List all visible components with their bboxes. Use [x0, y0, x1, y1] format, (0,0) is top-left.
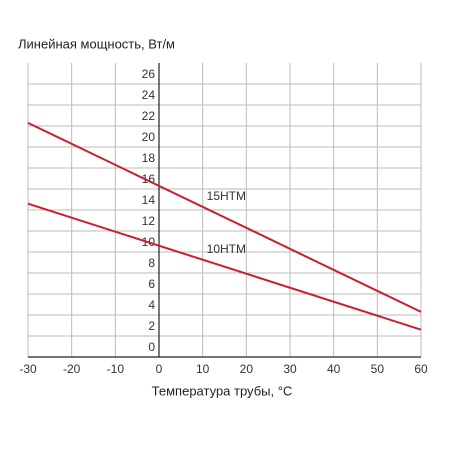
series-label: 15HTM: [207, 189, 246, 203]
x-tick-label: -10: [107, 362, 125, 376]
x-tick-label: 60: [414, 362, 428, 376]
y-tick-label: 4: [148, 298, 155, 312]
y-tick-label: 26: [142, 67, 156, 81]
y-tick-label: 0: [148, 340, 155, 354]
x-tick-label: 50: [371, 362, 385, 376]
x-tick-label: 0: [156, 362, 163, 376]
line: [27, 202, 422, 331]
y-tick-label: 24: [142, 88, 156, 102]
y-tick-label: 12: [142, 214, 156, 228]
y-tick-label: 6: [148, 277, 155, 291]
y-tick-label: 18: [142, 151, 156, 165]
x-tick-label: 40: [327, 362, 341, 376]
series-label: 10HTM: [207, 242, 246, 256]
x-tick-label: 10: [196, 362, 210, 376]
x-tick-label: -30: [19, 362, 37, 376]
y-tick-label: 22: [142, 109, 156, 123]
y-tick-label: 20: [142, 130, 156, 144]
y-tick-label: 8: [148, 256, 155, 270]
x-tick-label: 30: [283, 362, 297, 376]
x-axis-title: Температура трубы, °C: [152, 383, 293, 398]
chart-title: Линейная мощность, Вт/м: [18, 36, 175, 51]
line: [27, 121, 422, 313]
y-tick-label: 2: [148, 319, 155, 333]
y-tick-label: 14: [142, 193, 156, 207]
x-tick-label: 20: [240, 362, 254, 376]
x-tick-label: -20: [63, 362, 81, 376]
